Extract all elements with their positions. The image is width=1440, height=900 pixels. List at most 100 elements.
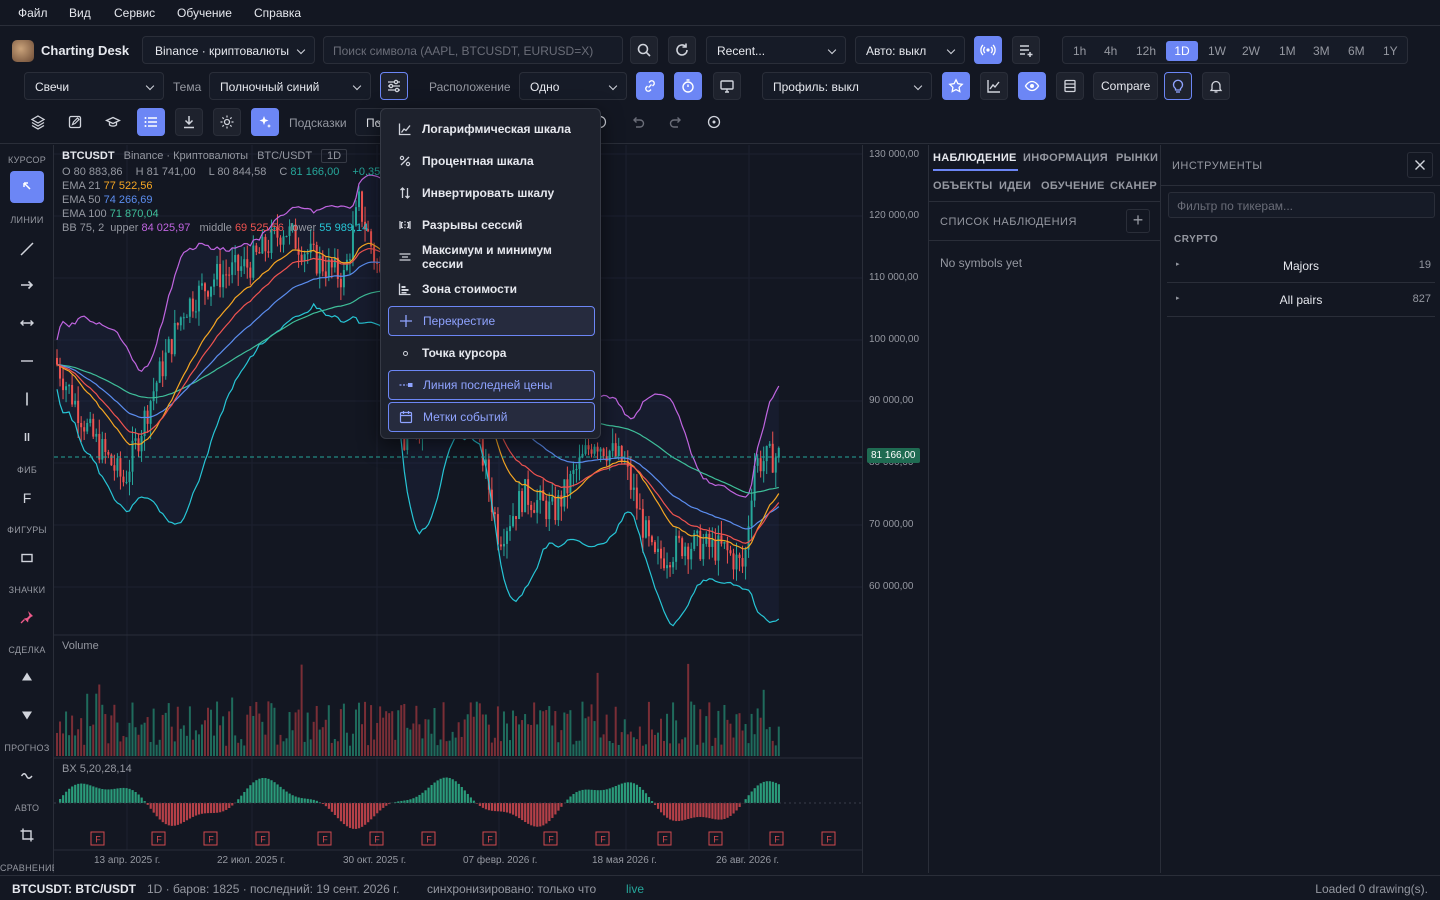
menu-item-crosshair[interactable]: Перекрестие — [388, 306, 595, 336]
menu-item-cursor-dot[interactable]: Точка курсора — [388, 338, 595, 368]
forecast-tool[interactable] — [10, 759, 44, 791]
vertical-line-tool[interactable] — [10, 383, 44, 415]
layers-button[interactable] — [24, 108, 52, 136]
volume-bar — [367, 745, 370, 756]
short-position-tool[interactable] — [10, 699, 44, 731]
tf-4h[interactable]: 4h — [1104, 44, 1118, 58]
tf-1m[interactable]: 1M — [1279, 44, 1296, 58]
visibility-button[interactable] — [1018, 72, 1046, 100]
magic-button[interactable] — [251, 108, 279, 136]
instrument-row[interactable]: ▸ Majors 19 — [1167, 249, 1435, 283]
undo-button[interactable] — [624, 108, 652, 136]
fib-tool[interactable]: F — [22, 490, 32, 506]
search-button[interactable] — [630, 36, 658, 64]
add-list-button[interactable] — [1012, 36, 1040, 64]
edit-button[interactable] — [61, 108, 89, 136]
tf-1h[interactable]: 1h — [1073, 44, 1087, 58]
candle-body — [339, 278, 342, 288]
menu-item-log-scale[interactable]: Логарифмическая шкала — [388, 114, 595, 144]
add-symbol-button[interactable]: + — [1126, 209, 1150, 233]
chart-area[interactable]: F F F F F F F F F F F F F F BTCUSDT Binance · Криптов… — [54, 145, 862, 873]
link-button[interactable] — [636, 72, 664, 100]
menu-file[interactable]: Файл — [18, 6, 48, 20]
ticker-filter-input[interactable]: Фильтр по тикерам... — [1168, 192, 1435, 218]
candle-body — [330, 259, 333, 268]
tab-scanner[interactable]: СКАНЕР — [1110, 180, 1158, 192]
close-instruments-button[interactable] — [1407, 152, 1433, 178]
bx-bar — [116, 788, 119, 803]
compare-button[interactable]: Compare — [1093, 72, 1159, 100]
tab-ideas[interactable]: ИДЕИ — [999, 180, 1032, 192]
parallel-channel-tool[interactable] — [10, 421, 44, 453]
price-axis[interactable]: 130 000,00 120 000,00 110 000,00 100 000… — [862, 145, 928, 873]
timer-button[interactable] — [674, 72, 702, 100]
tab-learning[interactable]: ОБУЧЕНИЕ — [1041, 180, 1105, 192]
volume-bar — [647, 701, 650, 756]
tf-1w[interactable]: 1W — [1208, 44, 1226, 58]
menu-view[interactable]: Вид — [69, 6, 91, 20]
favorite-button[interactable] — [942, 72, 970, 100]
record-button[interactable] — [700, 108, 728, 136]
layout-select[interactable]: Одно — [519, 72, 627, 100]
volume-bar — [617, 744, 620, 756]
bx-bar — [203, 803, 207, 814]
volume-bar — [89, 726, 92, 756]
rectangle-tool[interactable] — [10, 542, 44, 574]
template-button[interactable] — [1056, 72, 1084, 100]
profile-select[interactable]: Профиль: выкл — [762, 72, 932, 100]
refresh-button[interactable] — [668, 36, 696, 64]
tf-1y[interactable]: 1Y — [1383, 44, 1398, 58]
broadcast-button[interactable] — [974, 36, 1002, 64]
candle-body — [119, 458, 122, 477]
bx-bar — [717, 803, 720, 820]
list-view-button[interactable] — [137, 108, 165, 136]
chart-type-select[interactable]: Свечи — [24, 72, 164, 100]
volume-bar — [502, 711, 505, 756]
ray-tool[interactable] — [10, 269, 44, 301]
brightness-button[interactable] — [213, 108, 241, 136]
menu-learning[interactable]: Обучение — [177, 6, 232, 20]
download-button[interactable] — [175, 108, 203, 136]
menu-help[interactable]: Справка — [254, 6, 302, 20]
ideas-button[interactable] — [1164, 72, 1192, 100]
tf-2w[interactable]: 2W — [1242, 44, 1260, 58]
theme-select[interactable]: Полночный синий — [209, 72, 371, 100]
tab-objects[interactable]: ОБЪЕКТЫ — [933, 180, 993, 192]
auto-select[interactable]: Авто: выкл — [855, 36, 965, 64]
volume-bar — [358, 702, 360, 756]
extended-line-tool[interactable] — [10, 307, 44, 339]
screen-button[interactable] — [713, 72, 741, 100]
menu-item-percent-scale[interactable]: Процентная шкала — [388, 146, 595, 176]
volume-bar — [678, 743, 681, 756]
tab-info[interactable]: ИНФОРМАЦИЯ — [1023, 152, 1108, 164]
auto-pattern-tool[interactable] — [10, 819, 44, 851]
tab-markets[interactable]: РЫНКИ — [1116, 152, 1159, 164]
menu-item-event-marks[interactable]: Метки событий — [388, 402, 595, 432]
menu-item-session-breaks[interactable]: Разрывы сессий — [388, 210, 595, 240]
menu-service[interactable]: Сервис — [114, 6, 156, 20]
education-button[interactable] — [99, 108, 127, 136]
tf-3m[interactable]: 3M — [1313, 44, 1330, 58]
horizontal-line-tool[interactable] — [10, 345, 44, 377]
long-position-tool[interactable] — [10, 661, 44, 693]
trendline-tool[interactable] — [10, 233, 44, 265]
volume-bar — [361, 724, 364, 756]
tab-watch[interactable]: НАБЛЮДЕНИЕ — [933, 152, 1017, 164]
pin-tool[interactable] — [10, 601, 44, 633]
menu-item-last-price-line[interactable]: Линия последней цены — [388, 370, 595, 400]
indicators-button[interactable] — [980, 72, 1008, 100]
redo-button[interactable] — [662, 108, 690, 136]
cursor-tool[interactable] — [10, 171, 44, 203]
alerts-button[interactable] — [1202, 72, 1230, 100]
symbol-search-input[interactable]: Поиск символа (AAPL, BTCUSDT, EURUSD=X) — [323, 36, 623, 64]
instrument-row[interactable]: ▸ All pairs 827 — [1167, 283, 1435, 317]
menu-item-value-area[interactable]: Зона стоимости — [388, 274, 595, 304]
menu-item-invert-scale[interactable]: Инвертировать шкалу — [388, 178, 595, 208]
recent-select[interactable]: Recent... — [706, 36, 846, 64]
scale-settings-button[interactable] — [380, 72, 408, 100]
tf-6m[interactable]: 6M — [1348, 44, 1365, 58]
tf-12h[interactable]: 12h — [1136, 44, 1157, 58]
exchange-select[interactable]: Binance · криптовалюты — [142, 36, 315, 64]
tf-1d[interactable]: 1D — [1166, 41, 1198, 61]
menu-item-session-high-low[interactable]: Максимум и минимум сессии — [388, 242, 595, 272]
